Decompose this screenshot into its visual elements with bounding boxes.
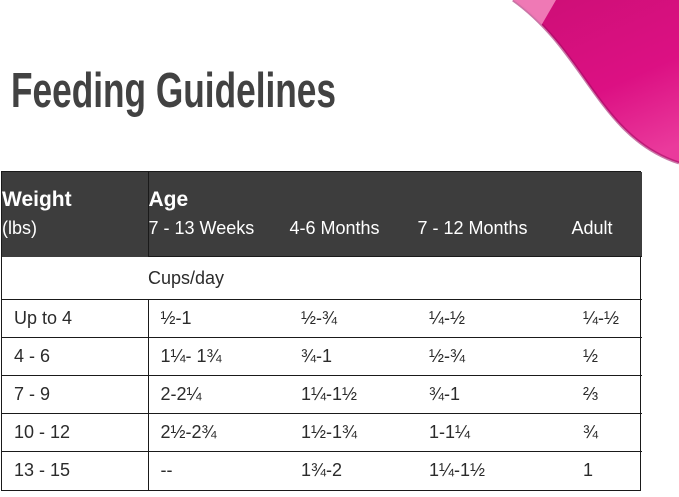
svg-text:Feeding Guidelines: Feeding Guidelines	[11, 64, 336, 118]
